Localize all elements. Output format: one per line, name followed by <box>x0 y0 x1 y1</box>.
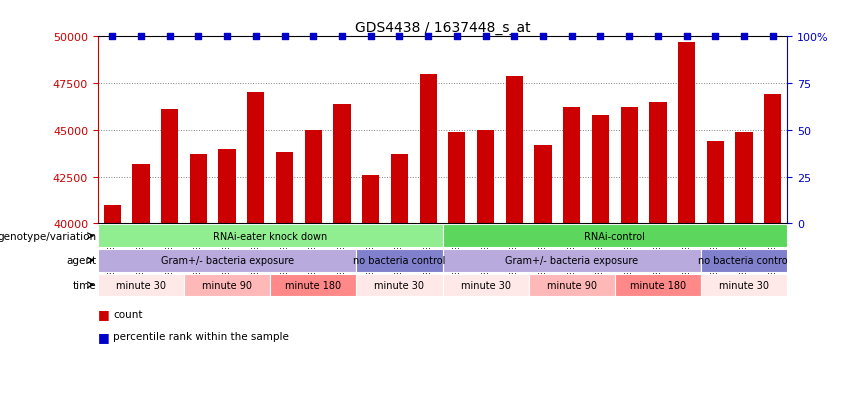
Bar <box>443 225 787 247</box>
Bar <box>420 74 437 224</box>
Point <box>709 34 722 40</box>
Text: minute 180: minute 180 <box>285 280 341 290</box>
Bar <box>620 108 638 224</box>
Point <box>249 34 263 40</box>
Bar <box>443 274 528 297</box>
Bar <box>98 274 184 297</box>
Bar <box>534 145 551 224</box>
Text: RNAi-control: RNAi-control <box>585 231 645 241</box>
Bar <box>735 133 753 224</box>
Text: minute 90: minute 90 <box>202 280 252 290</box>
Point <box>680 34 694 40</box>
Bar <box>707 142 724 224</box>
Point <box>335 34 349 40</box>
Text: Gram+/- bacteria exposure: Gram+/- bacteria exposure <box>161 256 294 266</box>
Point <box>594 34 608 40</box>
Text: minute 30: minute 30 <box>374 280 425 290</box>
Bar <box>448 133 465 224</box>
Bar <box>190 155 207 224</box>
Point <box>306 34 320 40</box>
Point <box>106 34 119 40</box>
Bar <box>98 225 443 247</box>
Text: minute 90: minute 90 <box>546 280 597 290</box>
Bar <box>391 155 408 224</box>
Text: minute 180: minute 180 <box>630 280 686 290</box>
Bar <box>276 153 293 224</box>
Bar <box>701 249 787 272</box>
Text: ■: ■ <box>98 330 110 343</box>
Text: minute 30: minute 30 <box>116 280 166 290</box>
Bar <box>133 164 150 224</box>
Bar <box>649 102 666 224</box>
Text: percentile rank within the sample: percentile rank within the sample <box>113 332 289 342</box>
Point <box>392 34 406 40</box>
Text: agent: agent <box>66 256 96 266</box>
Text: count: count <box>113 309 143 319</box>
Text: genotype/variation: genotype/variation <box>0 231 96 241</box>
Bar <box>563 108 580 224</box>
Point <box>622 34 636 40</box>
Point <box>220 34 234 40</box>
Point <box>450 34 464 40</box>
Title: GDS4438 / 1637448_s_at: GDS4438 / 1637448_s_at <box>355 21 530 35</box>
Bar <box>334 104 351 224</box>
Text: minute 30: minute 30 <box>719 280 769 290</box>
Point <box>766 34 780 40</box>
Bar <box>184 274 271 297</box>
Text: no bacteria control: no bacteria control <box>698 256 791 266</box>
Point <box>737 34 751 40</box>
Bar <box>678 43 695 224</box>
Bar <box>219 149 236 224</box>
Text: no bacteria control: no bacteria control <box>353 256 446 266</box>
Bar <box>357 274 443 297</box>
Bar <box>614 274 701 297</box>
Bar <box>701 274 787 297</box>
Text: ■: ■ <box>98 307 110 320</box>
Point <box>479 34 493 40</box>
Point <box>507 34 521 40</box>
Bar <box>271 274 357 297</box>
Bar <box>305 131 322 224</box>
Text: minute 30: minute 30 <box>460 280 511 290</box>
Bar <box>443 249 701 272</box>
Point <box>134 34 148 40</box>
Bar <box>104 205 121 224</box>
Point <box>163 34 176 40</box>
Text: time: time <box>73 280 96 290</box>
Bar <box>592 116 609 224</box>
Bar <box>248 93 265 224</box>
Point <box>565 34 579 40</box>
Bar <box>528 274 614 297</box>
Bar <box>98 249 357 272</box>
Bar <box>505 76 523 224</box>
Point <box>536 34 550 40</box>
Bar <box>363 175 380 224</box>
Point <box>364 34 378 40</box>
Bar <box>357 249 443 272</box>
Bar <box>161 110 178 224</box>
Text: RNAi-eater knock down: RNAi-eater knock down <box>213 231 328 241</box>
Point <box>651 34 665 40</box>
Point <box>277 34 291 40</box>
Bar <box>477 131 494 224</box>
Bar <box>764 95 781 224</box>
Point <box>191 34 205 40</box>
Text: Gram+/- bacteria exposure: Gram+/- bacteria exposure <box>505 256 638 266</box>
Point <box>421 34 435 40</box>
